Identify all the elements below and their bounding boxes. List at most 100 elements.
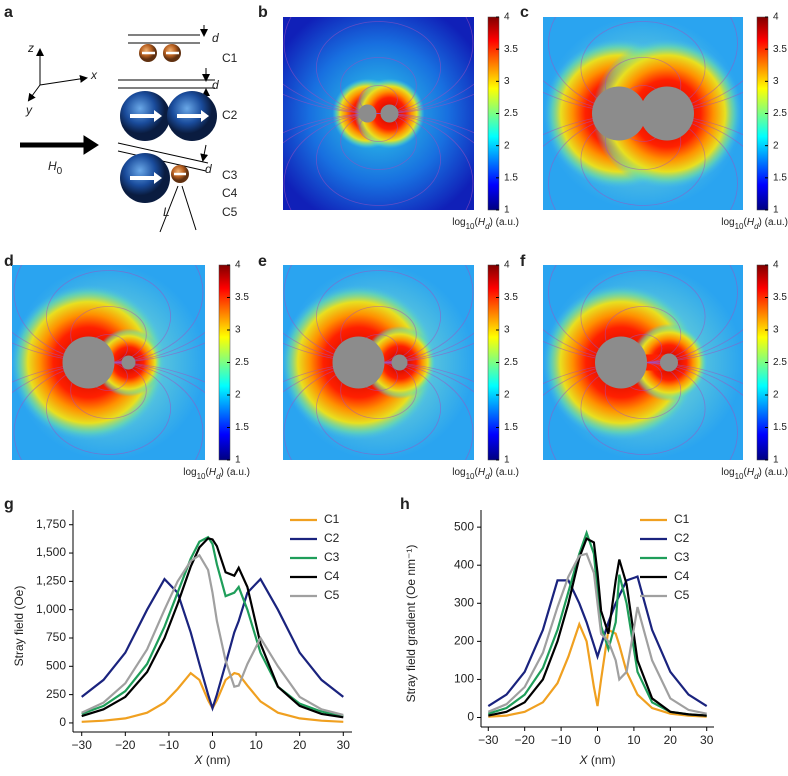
colorbar-tick-label: 3 xyxy=(773,325,779,336)
series-line xyxy=(487,575,708,708)
x-tick-label: −20 xyxy=(515,733,536,747)
moment-head xyxy=(154,110,162,122)
colorbar-tick-label: 3.5 xyxy=(235,292,249,303)
y-tick-label: 300 xyxy=(454,595,474,609)
colorbar-label: log10(Hd) (a.u.) xyxy=(183,467,250,481)
axis-label: z xyxy=(27,41,34,55)
line xyxy=(181,185,197,231)
legend-label: C2 xyxy=(324,531,340,545)
legend-label: C1 xyxy=(674,512,690,526)
label-part: log xyxy=(183,467,196,478)
colorbar-tick-label: 4 xyxy=(504,260,510,271)
panel-letter: c xyxy=(520,4,529,21)
axis-label: x xyxy=(90,68,98,82)
colorbar-tick-label: 1 xyxy=(504,455,510,466)
legend-label: C3 xyxy=(324,550,340,564)
label-part: d xyxy=(485,222,490,231)
label-part: 10 xyxy=(466,222,475,231)
legend-label: C3 xyxy=(674,550,690,564)
moment-head xyxy=(154,172,162,184)
colorbar-tick-label: 2.5 xyxy=(773,357,787,368)
line xyxy=(159,185,179,233)
x-tick-label: 10 xyxy=(249,738,263,752)
label-part: ) (a.u.) xyxy=(221,467,250,478)
sphere xyxy=(62,336,115,389)
colorbar-label: log10(Hd) (a.u.) xyxy=(721,467,788,481)
colorbar-tick-label: 2 xyxy=(504,140,510,151)
label-part: log xyxy=(721,467,734,478)
axis-label: y xyxy=(25,103,33,117)
sphere xyxy=(640,86,694,141)
field-map xyxy=(283,17,474,210)
colorbar-tick-label: 2 xyxy=(235,390,241,401)
x-tick-label: 0 xyxy=(594,733,601,747)
label-part: 10 xyxy=(466,472,475,481)
label-part: H xyxy=(478,467,486,478)
series-line xyxy=(488,537,707,717)
colorbar-tick-label: 2.5 xyxy=(504,357,518,368)
y-tick-label: 1,250 xyxy=(36,574,66,588)
panel-letter: a xyxy=(4,4,13,21)
y-tick-label: 0 xyxy=(467,710,474,724)
label-part: ( xyxy=(206,467,210,478)
config-label: C2 xyxy=(222,108,238,122)
label-part: log xyxy=(452,217,465,228)
colorbar-label: log10(Hd) (a.u.) xyxy=(721,217,788,231)
panel-letter: g xyxy=(4,496,14,513)
colorbar-tick-label: 3.5 xyxy=(504,44,518,55)
colorbar-tick-label: 1 xyxy=(773,205,779,216)
colorbar-tick-label: 2 xyxy=(504,390,510,401)
y-tick-label: 250 xyxy=(46,687,66,701)
axis-arrow xyxy=(27,84,41,102)
colorbar-tick-label: 4 xyxy=(504,12,510,23)
label-part: d xyxy=(754,222,759,231)
colorbar-tick-label: 3 xyxy=(773,76,779,87)
field-map xyxy=(543,265,743,460)
panel-letter: e xyxy=(258,253,267,270)
y-tick-label: 500 xyxy=(46,658,66,672)
sphere xyxy=(358,104,377,123)
x-tick-label: 20 xyxy=(664,733,678,747)
y-tick-label: 100 xyxy=(454,672,474,686)
legend-label: C4 xyxy=(324,569,340,583)
label-part: 10 xyxy=(735,222,744,231)
y-tick-label: 1,750 xyxy=(36,517,66,531)
field-sub: 0 xyxy=(57,166,63,177)
y-tick-label: 0 xyxy=(59,715,66,729)
label-part: H xyxy=(747,467,755,478)
x-tick-label: −30 xyxy=(478,733,499,747)
field-label: H0 xyxy=(48,159,63,176)
sphere xyxy=(380,104,399,123)
colorbar-label: log10(Hd) (a.u.) xyxy=(452,217,519,231)
colorbar-tick-label: 3.5 xyxy=(773,292,787,303)
colorbar-tick-label: 1.5 xyxy=(773,172,787,183)
colorbar-tick-label: 4 xyxy=(235,260,241,271)
label-part: d xyxy=(754,472,759,481)
colorbar-tick-label: 1 xyxy=(773,455,779,466)
colorbar-tick-label: 1 xyxy=(504,205,510,216)
colorbar-tick-label: 3 xyxy=(504,325,510,336)
colorbar-tick-label: 3.5 xyxy=(773,44,787,55)
field-symbol: H xyxy=(48,159,57,173)
d-arrow xyxy=(200,144,209,162)
legend-label: C4 xyxy=(674,569,690,583)
x-tick-label: 20 xyxy=(293,738,307,752)
series-line xyxy=(81,535,344,718)
series-line xyxy=(81,537,344,719)
colorbar-tick-label: 1.5 xyxy=(773,422,787,433)
label-part: H xyxy=(478,217,486,228)
sphere xyxy=(332,336,385,389)
colorbar-tick-label: 2.5 xyxy=(235,357,249,368)
series-line xyxy=(81,553,344,717)
x-unit: (nm) xyxy=(588,753,616,767)
panel-letter: d xyxy=(4,253,14,270)
colorbar-tick-label: 2.5 xyxy=(773,108,787,119)
y-tick-label: 500 xyxy=(454,519,474,533)
x-tick-label: −30 xyxy=(72,738,93,752)
colorbar-tick-label: 3.5 xyxy=(504,292,518,303)
sphere xyxy=(121,355,136,370)
label-part: 10 xyxy=(735,472,744,481)
legend-label: C5 xyxy=(324,588,340,602)
y-tick-label: 750 xyxy=(46,630,66,644)
config-label: C5 xyxy=(222,205,238,219)
